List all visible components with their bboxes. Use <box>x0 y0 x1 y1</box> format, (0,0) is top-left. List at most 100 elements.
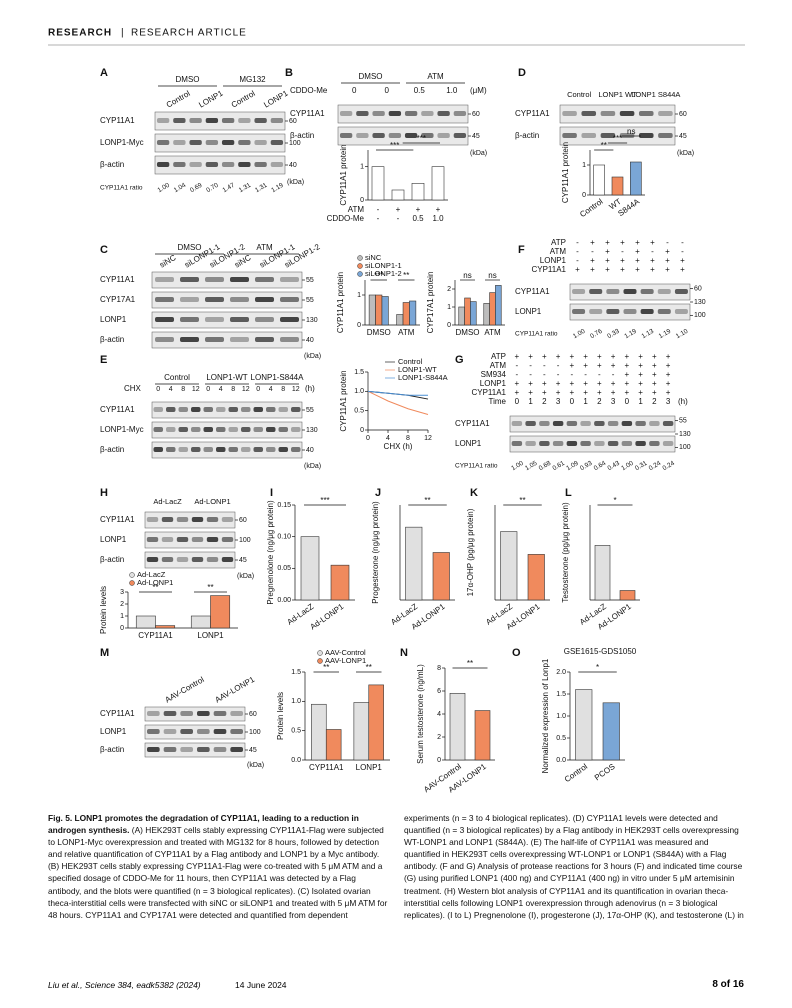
condition-sign: + <box>542 352 547 361</box>
y-tick-label: 0 <box>582 192 586 199</box>
significance: ** <box>467 659 473 668</box>
blot-band <box>180 747 193 752</box>
bar <box>402 302 410 326</box>
bar <box>432 552 450 601</box>
blot-band <box>539 441 550 446</box>
ratio-value: 0.33 <box>606 328 621 341</box>
caption-text: (A) HEK293T cells stably expressing CYP1… <box>48 825 388 920</box>
blot-band <box>594 441 605 446</box>
dose: 0 <box>352 86 357 95</box>
condition-sign: - <box>598 370 601 379</box>
blot-band <box>238 162 251 167</box>
bar <box>611 176 624 196</box>
blot-band <box>205 162 219 167</box>
legend-label: siLONP1-1 <box>365 261 402 270</box>
y-tick-label: 0.5 <box>291 728 301 735</box>
blot-band <box>241 427 251 432</box>
blot-band <box>213 747 227 752</box>
blot-band <box>589 309 603 314</box>
y-axis-label: CYP11A1 protein <box>336 272 345 333</box>
condition-sign: + <box>638 352 643 361</box>
panel-letter: L <box>565 487 572 499</box>
row-label: CYP11A1 <box>515 109 550 118</box>
time: 4 <box>269 386 273 393</box>
y-axis-label: Serum testosterone (ng/mL) <box>416 664 425 764</box>
blot-band <box>619 133 635 138</box>
y-axis-label: Protein levels <box>276 692 285 740</box>
blot-band <box>180 277 199 282</box>
lane-label: Control <box>230 89 257 110</box>
y-tick-label: 0 <box>447 322 451 329</box>
blot-band <box>581 111 597 116</box>
kda-unit: (kDa) <box>304 463 321 470</box>
y-tick-label: 1 <box>120 613 124 620</box>
legend-swatch <box>357 263 363 269</box>
y-tick-label: 1.0 <box>291 698 301 705</box>
row-label: CYP11A1 <box>100 515 135 524</box>
blot-band <box>206 537 219 542</box>
y-tick-label: 8 <box>437 665 441 672</box>
blot-band <box>623 309 637 314</box>
line <box>367 390 428 396</box>
condition-sign: + <box>652 370 657 379</box>
blot-band <box>525 441 536 446</box>
blot-band <box>662 441 674 446</box>
blot-band <box>178 447 188 452</box>
kda-marker: 60 <box>694 286 702 293</box>
group-label: DMSO <box>178 243 202 252</box>
blot-band <box>238 140 251 145</box>
condition-label: LONP1 <box>540 256 567 265</box>
condition-sign: + <box>635 265 640 274</box>
y-tick-label: 1.0 <box>556 713 566 720</box>
blot-band <box>203 407 213 412</box>
lane-label: siNC <box>158 253 178 270</box>
blot-band <box>572 309 586 314</box>
panel-letter: M <box>100 647 109 659</box>
kda-marker: 45 <box>472 133 480 140</box>
legend-swatch <box>357 255 363 261</box>
blot-band <box>254 162 267 167</box>
blot-band <box>421 111 434 116</box>
blot-band <box>421 133 434 138</box>
ratio-value: 1.00 <box>156 182 171 195</box>
blot-band <box>176 557 189 562</box>
blot-band <box>270 118 284 123</box>
blot-band <box>213 729 227 734</box>
blot-band <box>511 441 523 446</box>
condition-sign: + <box>666 388 671 397</box>
condition-sign: + <box>515 388 520 397</box>
condition-sign: + <box>666 370 671 379</box>
condition-sign: + <box>590 265 595 274</box>
kda-marker: 60 <box>679 111 687 118</box>
row-label: LONP1 <box>515 307 542 316</box>
blot-strip <box>144 531 236 549</box>
bar <box>458 306 465 326</box>
blot-band <box>280 337 299 342</box>
kda-unit: (kDa) <box>304 353 321 360</box>
blot-band <box>658 111 673 116</box>
condition-sign: 1 <box>583 397 588 406</box>
lane-label: LONP1 <box>197 88 225 109</box>
blot-band <box>674 289 688 294</box>
condition-label: CDDO-Me <box>327 214 365 223</box>
article-kind: RESEARCH ARTICLE <box>131 28 247 39</box>
blot-band <box>197 729 210 734</box>
condition-sign: 0 <box>515 397 520 406</box>
condition-label: SM934 <box>481 370 507 379</box>
blot-band <box>581 133 597 138</box>
condition-sign: + <box>666 379 671 388</box>
blot-band <box>404 133 418 138</box>
category-label: CYP11A1 <box>138 631 173 640</box>
blot-band <box>191 537 204 542</box>
condition-sign: + <box>542 379 547 388</box>
condition-sign: - <box>651 247 654 256</box>
row-label: LONP1 <box>455 439 482 448</box>
category-label: PCOS <box>593 762 617 782</box>
legend-label: siNC <box>365 253 382 262</box>
condition-sign: + <box>650 238 655 247</box>
bar <box>489 292 496 326</box>
lane-label: AAV-Control <box>164 675 206 705</box>
dose: 0.5 <box>414 86 426 95</box>
blot-band <box>589 289 603 294</box>
y-axis-label: CYP11A1 protein <box>561 142 570 203</box>
